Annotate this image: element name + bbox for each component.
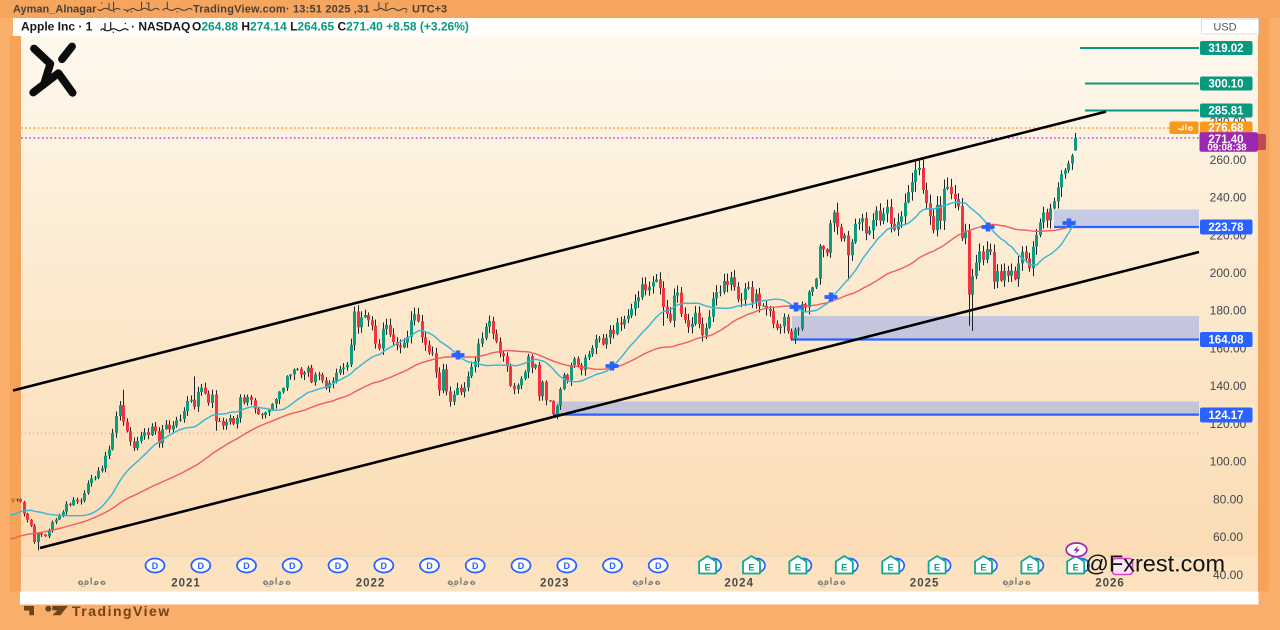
svg-text:D: D [289,561,296,571]
svg-text:D: D [426,561,433,571]
svg-text:140.00: 140.00 [1210,379,1247,393]
svg-text:UTC+3: UTC+3 [412,4,447,16]
svg-text:100.00: 100.00 [1210,455,1247,469]
svg-text:D: D [472,561,479,571]
svg-text:E: E [748,563,754,574]
svg-text:240.00: 240.00 [1210,191,1247,205]
svg-text:USD: USD [1213,22,1236,34]
svg-text:285.81: 285.81 [1208,106,1244,118]
svg-text:D: D [198,561,205,571]
svg-text:60.00: 60.00 [1213,530,1243,544]
svg-text:D: D [381,561,388,571]
svg-text:@Fxrest.com: @Fxrest.com [1085,551,1225,577]
svg-text:E: E [841,563,847,574]
svg-text:319.02: 319.02 [1208,43,1243,55]
svg-text:260.00: 260.00 [1210,153,1247,167]
svg-text:E: E [1027,563,1033,574]
svg-text:D: D [152,561,159,571]
svg-text:09:08:38: 09:08:38 [1207,143,1247,154]
svg-text:2023: 2023 [540,578,570,590]
svg-text:E: E [980,563,986,574]
svg-text:· NASDAQ: · NASDAQ [131,20,190,34]
svg-text:200.00: 200.00 [1210,266,1247,280]
svg-text:2024: 2024 [724,578,754,590]
svg-text:300.10: 300.10 [1208,79,1243,91]
svg-text:TradingView: TradingView [72,603,171,619]
svg-text:D: D [335,561,342,571]
svg-text:O264.88 H274.14 L264.65 C27: O264.88 H274.14 L264.65 C271.40 +8.58 (+… [192,20,469,34]
svg-text:E: E [795,563,801,574]
svg-text:180.00: 180.00 [1210,304,1247,318]
svg-text:124.17: 124.17 [1208,410,1243,422]
svg-text:2021: 2021 [171,578,201,590]
svg-text:271.40: 271.40 [1208,134,1243,146]
svg-text:D: D [518,561,525,571]
svg-text:E: E [704,563,710,574]
svg-text:40.00: 40.00 [1213,568,1243,582]
svg-text:Apple Inc · 1: Apple Inc · 1 [21,20,93,34]
svg-text:E: E [1073,563,1079,574]
svg-text:2025: 2025 [910,578,940,590]
svg-text:223.78: 223.78 [1208,222,1244,234]
svg-text:TradingView.com· 13:51 2025 ,3: TradingView.com· 13:51 2025 ,31 [193,4,370,16]
svg-text:D: D [243,561,250,571]
svg-text:Ayman_Alnagar: Ayman_Alnagar [13,4,97,16]
svg-text:2026: 2026 [1095,578,1125,590]
svg-text:E: E [934,563,940,574]
svg-text:80.00: 80.00 [1213,492,1243,506]
svg-text:164.08: 164.08 [1208,335,1244,347]
svg-text:D: D [609,561,616,571]
svg-text:276.68: 276.68 [1208,123,1244,135]
svg-text:D: D [655,561,662,571]
svg-text:D: D [564,561,571,571]
svg-text:2022: 2022 [356,578,386,590]
svg-text:E: E [888,563,894,574]
